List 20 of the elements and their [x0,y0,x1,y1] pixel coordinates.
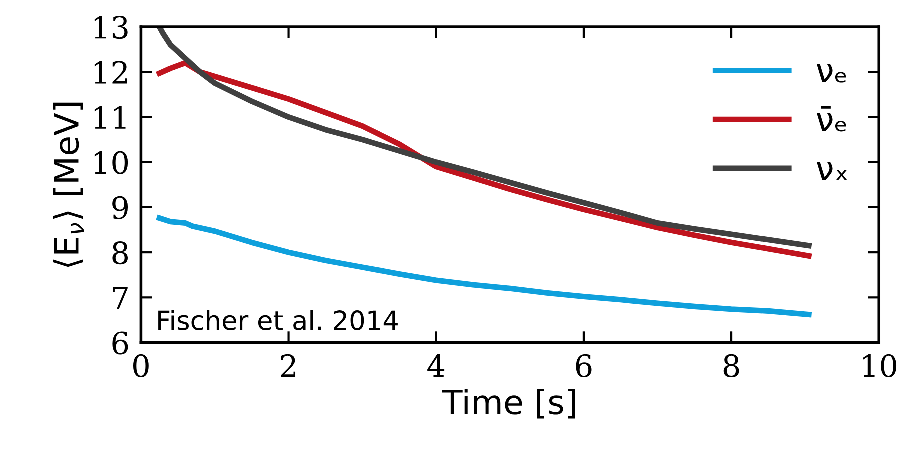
x-tick-label: 10 [863,354,897,378]
x-tick-label: 8 [724,354,740,378]
y-tick-label: 10 [94,151,128,174]
legend-label: νₓ [816,162,848,180]
y-tick-label: 12 [94,61,128,84]
legend-label: νₑ [816,64,846,83]
y-axis-title: ⟨E$_{ν}$⟩ [MeV] [53,102,84,268]
y-tick-label: 8 [112,241,128,265]
x-tick-label: 2 [281,354,296,378]
x-tick-label: 4 [428,354,445,378]
y-tick-label: 9 [112,196,128,220]
y-tick-label: 13 [94,16,128,40]
x-tick-label: 6 [576,354,592,378]
annotation: Fischer et al. 2014 [158,310,398,331]
legend-label: ν̄ₑ [816,106,846,132]
y-tick-label: 6 [112,332,128,355]
x-tick-label: 0 [134,354,149,378]
x-axis-title: Time [s] [442,389,576,419]
y-tick-label: 7 [113,286,128,310]
y-tick-label: 11 [94,106,126,129]
